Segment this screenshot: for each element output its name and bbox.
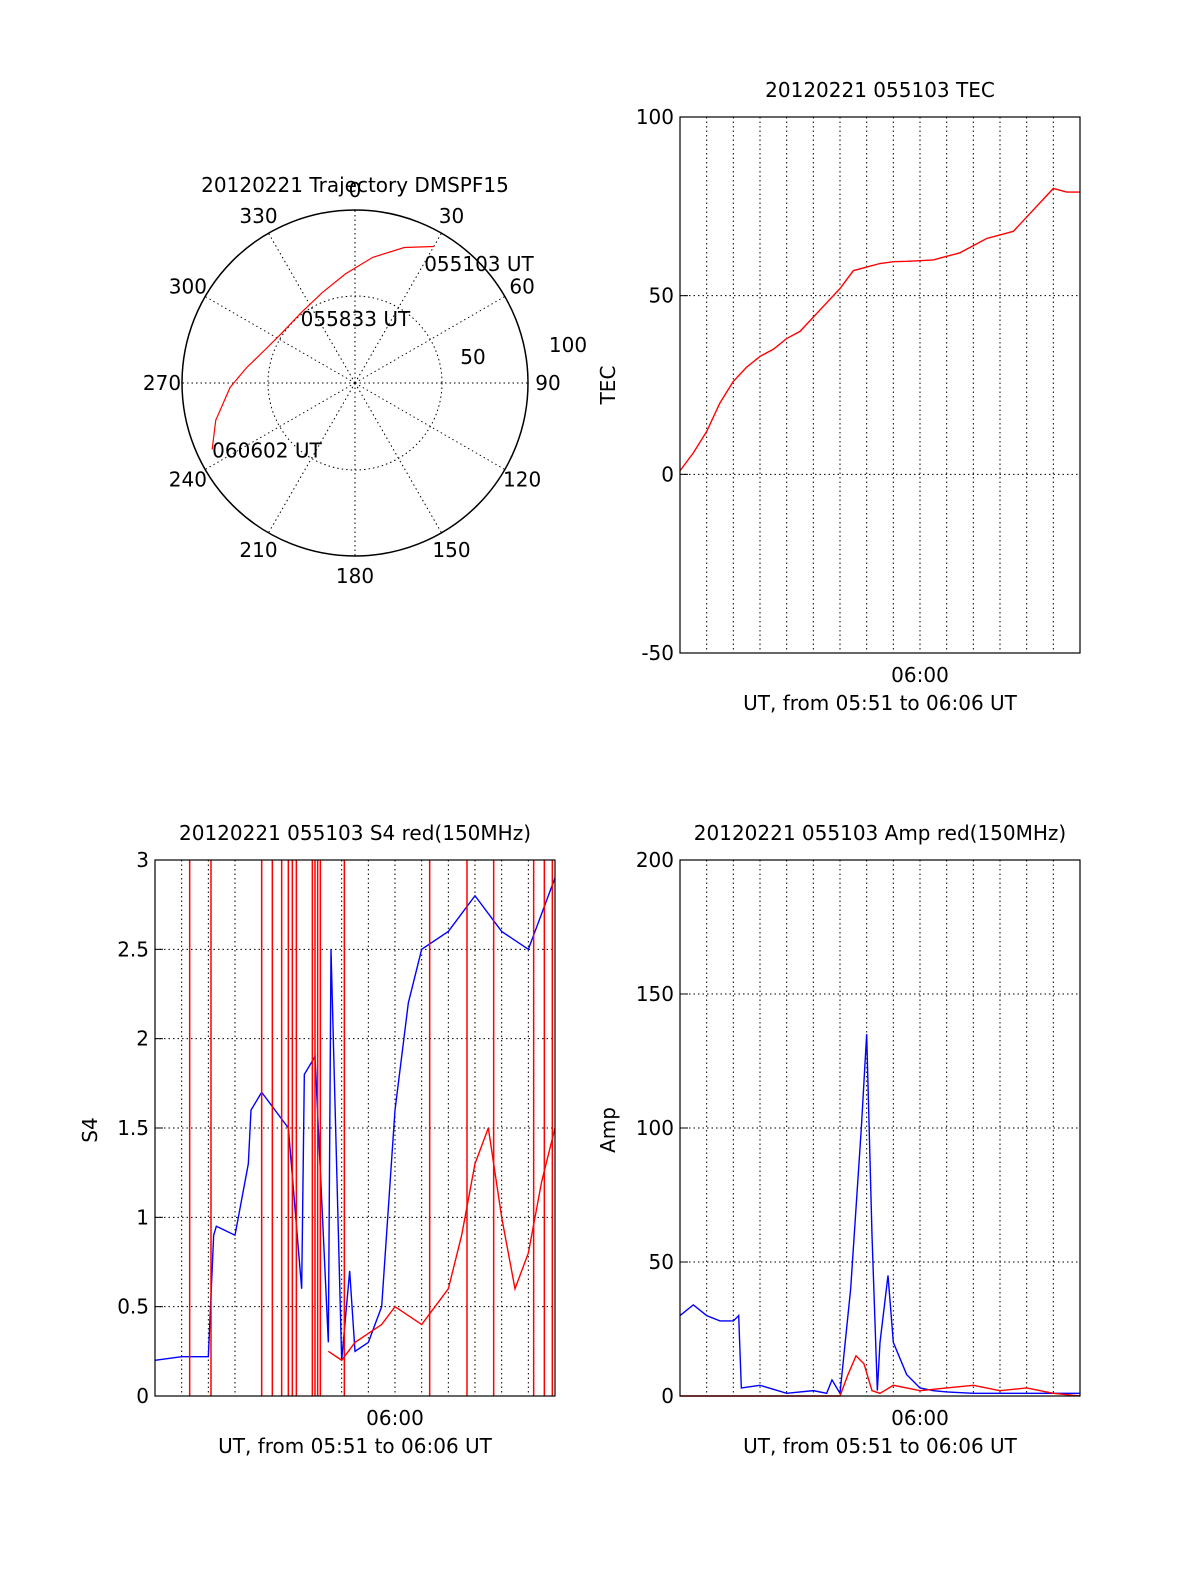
polar-outer-ring [181,209,529,557]
s4-plot-area: 3 2.5 2 1.5 1 0.5 0 06:00 [117,848,556,1430]
y-tick-label: -50 [641,641,674,665]
azimuth-label: 240 [169,468,207,492]
azimuth-label: 270 [143,371,181,395]
trajectory-track: 055103 UT 055833 UT 060602 UT [211,245,535,463]
azimuth-label: 30 [439,204,464,228]
elevation-label-50: 50 [460,345,485,369]
polar-spoke [268,232,356,384]
polar-azimuth-labels: 0 30 60 90 120 150 180 210 240 270 300 330 [143,178,561,588]
polar-spoke [354,382,506,470]
azimuth-label: 120 [503,468,541,492]
azimuth-label: 90 [535,371,560,395]
azimuth-label: 300 [169,275,207,299]
y-tick-label: 0 [136,1384,149,1408]
y-tick-label: 2.5 [117,937,149,961]
amp-title: 20120221 055103 Amp red(150MHz) [694,821,1066,845]
blue-series-line [154,877,556,1361]
polar-spoke [354,382,442,534]
y-tick-label: 3 [136,848,149,872]
s4-panel: 20120221 055103 S4 red(150MHz) S4 UT, fr… [78,821,556,1458]
y-tick-label: 0 [661,462,674,486]
y-tick-label: 100 [636,105,674,129]
y-tick-label: 2 [136,1027,149,1051]
red-series-line [679,187,1080,472]
y-tick-label: 0 [661,1384,674,1408]
track-time-label: 060602 UT [212,439,322,463]
track-time-label: 055833 UT [301,307,411,331]
x-tick-label: 06:00 [891,663,949,687]
polar-spoke [204,382,356,470]
y-tick-label: 0.5 [117,1295,149,1319]
y-tick-label: 150 [636,982,674,1006]
polar-grid [181,209,529,557]
y-tick-label: 100 [636,1116,674,1140]
azimuth-label: 60 [509,275,534,299]
s4-ylabel: S4 [78,1117,102,1142]
track-time-label: 055103 UT [424,252,534,276]
s4-title: 20120221 055103 S4 red(150MHz) [179,821,531,845]
y-tick-label: 50 [649,284,674,308]
trajectory-line [211,245,434,450]
red-series-line [680,1354,1081,1397]
azimuth-label: 330 [239,204,277,228]
azimuth-label: 0 [349,178,362,202]
tec-panel: 20120221 055103 TEC TEC UT, from 05:51 t… [596,78,1081,715]
polar-spoke [268,382,356,534]
s4-xlabel: UT, from 05:51 to 06:06 UT [218,1434,493,1458]
amp-xlabel: UT, from 05:51 to 06:06 UT [743,1434,1018,1458]
x-tick-label: 06:00 [891,1406,949,1430]
elevation-label-100: 100 [549,333,587,357]
y-tick-label: 1.5 [117,1116,149,1140]
polar-spoke [354,296,506,384]
trajectory-panel: 20120221 Trajectory DMSPF15 0 30 60 90 120 15… [143,173,587,588]
plot-frame [679,116,1081,654]
tec-plot-area: 100 50 0 -50 06:00 [636,105,1081,687]
polar-spoke [354,232,442,384]
y-tick-label: 200 [636,848,674,872]
y-tick-label: 1 [136,1205,149,1229]
trajectory-title: 20120221 Trajectory DMSPF15 [201,173,509,197]
x-tick-label: 06:00 [366,1406,424,1430]
amp-ylabel: Amp [596,1107,620,1153]
amp-panel: 20120221 055103 Amp red(150MHz) Amp UT, … [596,821,1081,1458]
azimuth-label: 150 [432,538,470,562]
red-series-line [327,1127,556,1362]
tec-xlabel: UT, from 05:51 to 06:06 UT [743,691,1018,715]
blue-series-line [679,1034,1080,1396]
azimuth-label: 180 [336,564,374,588]
azimuth-label: 210 [239,538,277,562]
amp-plot-area: 200 150 100 50 0 06:00 [636,848,1081,1430]
y-tick-label: 50 [649,1250,674,1274]
tec-title: 20120221 055103 TEC [765,78,995,102]
tec-ylabel: TEC [596,366,620,406]
polar-spoke [204,296,356,384]
